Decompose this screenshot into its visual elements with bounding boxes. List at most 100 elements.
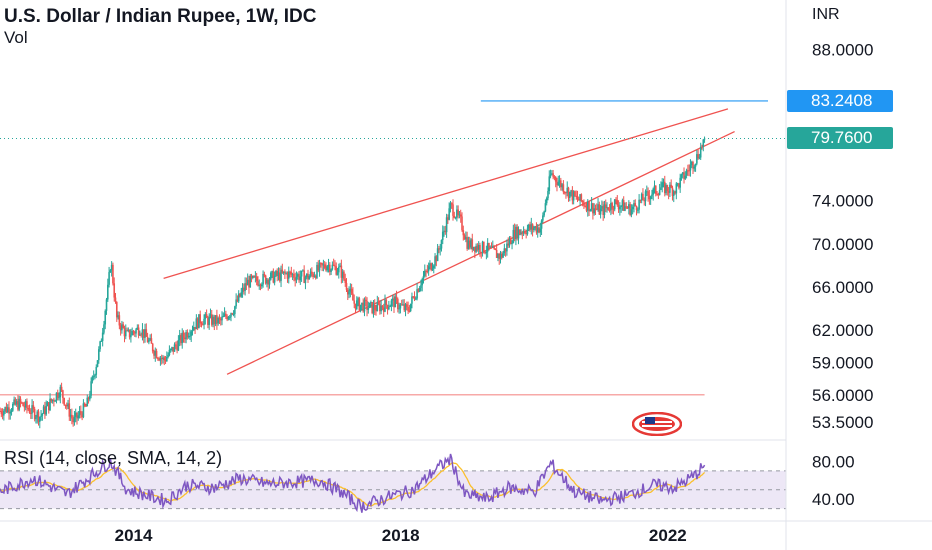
candle-body bbox=[272, 271, 275, 283]
candle-body bbox=[476, 245, 479, 250]
candle-body bbox=[286, 273, 289, 279]
candle-body bbox=[586, 201, 589, 211]
candle-body bbox=[341, 271, 344, 278]
candle-body bbox=[589, 209, 592, 212]
candle-body bbox=[104, 310, 107, 325]
candle-body bbox=[336, 272, 339, 275]
candle-body bbox=[517, 229, 520, 239]
candle-body bbox=[576, 195, 579, 200]
candle-body bbox=[542, 215, 544, 221]
candle-body bbox=[693, 166, 696, 169]
candle-body bbox=[293, 274, 295, 278]
candle-body bbox=[409, 303, 412, 312]
candle-body bbox=[594, 208, 597, 210]
candle-body bbox=[513, 229, 516, 240]
candle-body bbox=[153, 351, 155, 356]
candle-body bbox=[484, 252, 486, 254]
candle-body bbox=[68, 403, 71, 417]
candle-body bbox=[389, 305, 391, 308]
candle-body bbox=[530, 224, 533, 230]
candle-body bbox=[653, 185, 656, 189]
candle-body bbox=[665, 185, 667, 194]
candle-body bbox=[87, 397, 90, 400]
candle-body bbox=[466, 237, 468, 249]
candle-body bbox=[36, 411, 39, 418]
candle-body bbox=[99, 341, 101, 350]
candle-body bbox=[91, 376, 94, 382]
candle-body bbox=[574, 191, 576, 196]
candle-body bbox=[145, 329, 148, 337]
candle-body bbox=[46, 402, 49, 407]
candle-body bbox=[363, 299, 366, 312]
time-tick-label: 2018 bbox=[382, 526, 420, 545]
candle-body bbox=[553, 176, 556, 178]
candle-body bbox=[245, 283, 248, 286]
candle-body bbox=[648, 195, 651, 200]
candle-body bbox=[570, 190, 572, 192]
candle-body bbox=[569, 191, 571, 198]
candle-body bbox=[567, 187, 570, 198]
us-flag-icon[interactable] bbox=[632, 412, 682, 436]
candle-body bbox=[502, 252, 504, 258]
candle-body bbox=[397, 299, 399, 310]
candle-body bbox=[647, 191, 649, 196]
candle-body bbox=[189, 335, 191, 337]
candle-body bbox=[584, 205, 587, 207]
candle-body bbox=[663, 181, 666, 194]
candle-body bbox=[357, 298, 359, 301]
candle-body bbox=[475, 245, 477, 252]
candle-body bbox=[412, 296, 415, 298]
candle-body bbox=[561, 184, 563, 188]
candle-body bbox=[85, 405, 87, 407]
candle-body bbox=[13, 399, 15, 404]
rsi-indicator-label[interactable]: RSI (14, close, SMA, 14, 2) bbox=[4, 448, 223, 468]
candle-body bbox=[257, 280, 259, 286]
candle-body bbox=[534, 226, 536, 229]
candle-body bbox=[268, 279, 271, 285]
candle-body bbox=[595, 208, 598, 210]
candle-body bbox=[150, 338, 153, 344]
candle-body bbox=[348, 291, 350, 295]
candle-body bbox=[132, 331, 135, 333]
candle-body bbox=[124, 330, 127, 337]
candle-body bbox=[453, 215, 456, 218]
upper-trendline bbox=[163, 108, 729, 279]
candle-body bbox=[178, 335, 181, 341]
candle-body bbox=[216, 315, 218, 324]
candle-body bbox=[298, 274, 300, 281]
candle-body bbox=[171, 347, 173, 349]
candle-body bbox=[581, 200, 584, 203]
candle-body bbox=[545, 198, 548, 204]
candle-body bbox=[115, 302, 118, 318]
candle-body bbox=[549, 174, 552, 177]
candle-body bbox=[227, 317, 230, 320]
candle-body bbox=[579, 194, 581, 201]
candle-body bbox=[371, 302, 373, 314]
candle-body bbox=[361, 302, 363, 305]
candle-body bbox=[237, 293, 240, 302]
candle-body bbox=[613, 199, 616, 210]
alert-price-tag[interactable]: 83.2408 bbox=[787, 89, 893, 112]
candle-body bbox=[110, 264, 113, 271]
candle-body bbox=[40, 415, 42, 417]
candle-body bbox=[126, 330, 128, 332]
candle-body bbox=[185, 332, 187, 340]
candle-body bbox=[603, 204, 606, 215]
candle-body bbox=[386, 304, 389, 310]
candle-body bbox=[230, 313, 232, 317]
candle-body bbox=[547, 191, 549, 199]
candle-body bbox=[533, 228, 535, 231]
candle-body bbox=[164, 359, 167, 362]
candle-body bbox=[526, 228, 529, 235]
candle-body bbox=[651, 194, 653, 197]
candle-body bbox=[580, 194, 583, 201]
candle-body bbox=[452, 204, 454, 216]
candle-body bbox=[302, 270, 304, 272]
candle-body bbox=[377, 302, 380, 304]
volume-label[interactable]: Vol bbox=[4, 28, 28, 47]
candle-body bbox=[426, 270, 429, 272]
candle-body bbox=[275, 270, 277, 276]
candle-body bbox=[285, 273, 287, 275]
